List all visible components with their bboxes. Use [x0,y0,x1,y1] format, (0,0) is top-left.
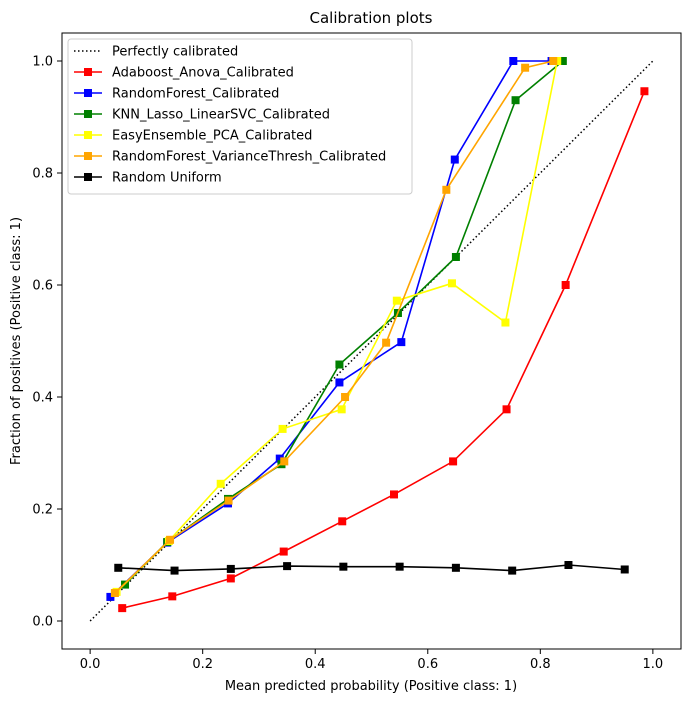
perfectly-calibrated-line [89,60,654,622]
legend-marker-1 [84,68,92,76]
series-2-point-6 [451,253,460,261]
series-4-point-7 [521,63,530,72]
series-5-point-3 [283,562,292,571]
series-1-point-3 [275,454,284,463]
legend-box [67,38,413,195]
x-tick-label-2: 0.4 [305,657,326,672]
series-1-point-0 [106,592,115,601]
series-4-point-8 [549,57,558,65]
x-axis-label: Mean predicted probability (Positive cla… [225,679,517,694]
y-tick-label-1: 0.2 [32,503,53,518]
series-1-point-4 [335,378,344,387]
series-3-point-2 [216,479,225,488]
series-5-point-7 [508,566,517,575]
legend-label-5: RandomForest_VarianceThresh_Calibrated [112,150,386,165]
series-3-point-5 [392,296,401,305]
series-line-5 [118,564,625,572]
series-0-point-4 [338,517,347,526]
series-4-point-3 [280,457,289,466]
series-0-point-6 [449,457,458,466]
legend-label-2: RandomForest_Calibrated [112,87,279,102]
legend: Perfectly calibrated Adaboost_Anova_Calib… [67,38,413,195]
series-5-point-4 [339,562,348,571]
series-5-point-2 [226,564,235,573]
series-2-point-8 [558,57,567,65]
series-0-point-7 [502,405,511,414]
series-5-point-8 [564,561,573,569]
y-tick-label-3: 0.6 [32,279,53,294]
legend-marker-2 [84,89,92,97]
series-4-point-4 [341,393,350,401]
legend-label-0: Perfectly calibrated [112,45,238,60]
legend-marker-6 [84,173,92,181]
legend-label-1: Adaboost_Anova_Calibrated [112,66,294,81]
x-tick-label-0: 0.0 [80,657,101,672]
x-tick-label-1: 0.2 [192,657,213,672]
y-tick-label-4: 0.8 [32,167,53,182]
legend-label-6: Random Uniform [112,171,222,186]
series-0-point-1 [168,592,177,601]
series-2-point-4 [335,360,344,369]
series-0-point-5 [390,490,399,499]
series-4-point-1 [166,535,175,544]
y-axis-label: Fraction of positives (Positive class: 1… [9,217,24,465]
series-3-point-3 [278,424,287,433]
y-tick-label-5: 1.0 [32,55,53,70]
x-tick-label-5: 1.0 [643,657,664,672]
series-3-point-6 [447,279,456,288]
y-tick-label-0: 0.0 [32,615,53,630]
plot-area: 0.0 0.2 0.4 0.6 0.8 1.0 0.0 0.2 0.4 0.6 0.8 1.0 [32,32,682,672]
series-0-point-2 [226,574,235,583]
legend-marker-5 [84,152,92,160]
series-line-0 [122,90,646,609]
series-4-point-5 [382,338,391,347]
series-5-point-0 [114,563,123,572]
series-5-point-6 [451,563,460,572]
series-3-point-7 [501,318,510,327]
series-1-point-5 [397,338,406,347]
series-1-point-6 [450,155,459,164]
x-tick-label-4: 0.8 [530,657,551,672]
legend-label-4: EasyEnsemble_PCA_Calibrated [112,129,312,144]
chart-title: Calibration plots [310,9,433,27]
legend-label-3: KNN_Lasso_LinearSVC_Calibrated [112,108,330,123]
series-4-point-2 [224,496,233,505]
y-tick-label-2: 0.4 [32,391,53,406]
series-3-point-4 [337,405,346,414]
series-5-point-9 [620,565,629,574]
series-0-point-3 [279,547,288,556]
series-5-point-5 [395,562,404,571]
series-0-point-9 [640,87,649,96]
series-0-point-8 [561,281,570,289]
series-2-point-7 [511,96,520,105]
series-4-point-0 [110,589,119,597]
x-tick-label-3: 0.6 [417,657,438,672]
legend-marker-3 [84,110,92,118]
legend-marker-4 [84,131,92,139]
series-4-point-6 [442,185,451,194]
axes-frame [61,32,682,650]
series-1-point-7 [509,57,518,65]
series-5-point-1 [170,566,179,575]
series-0-point-0 [118,604,127,613]
